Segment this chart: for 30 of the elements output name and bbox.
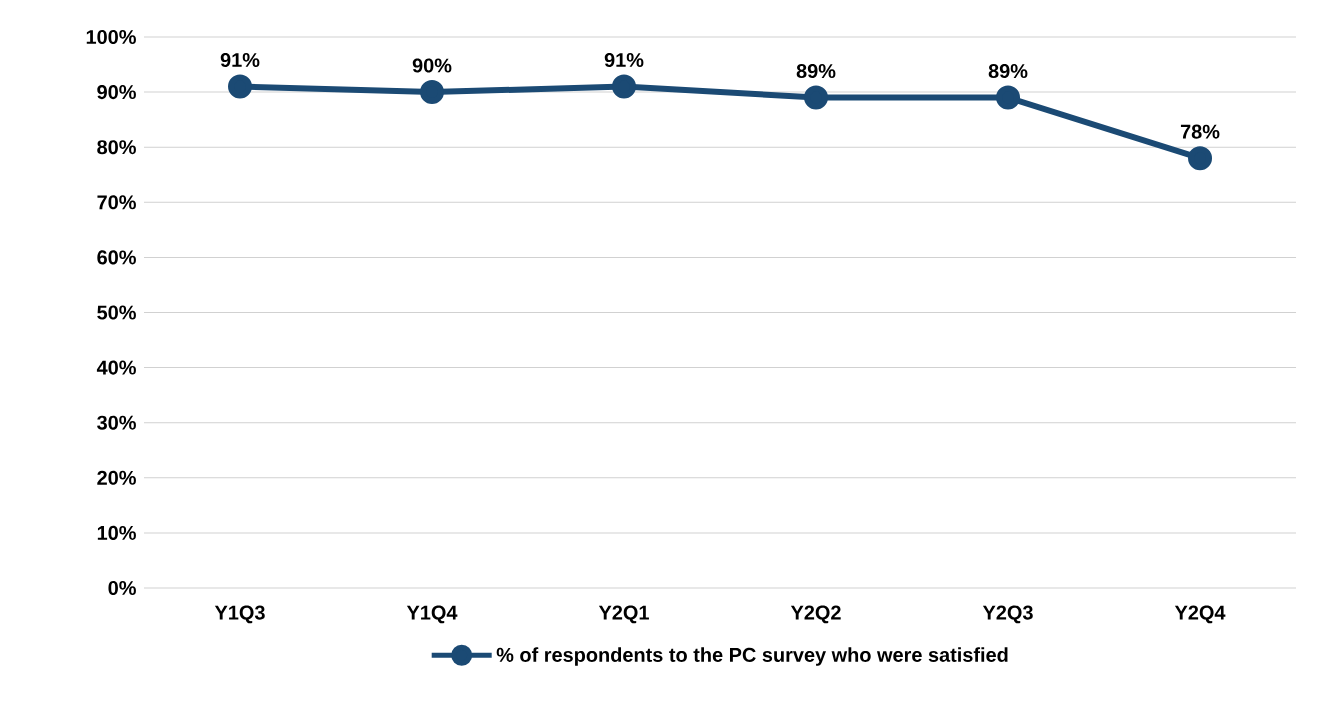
y-tick-label: 20% (97, 470, 136, 485)
y-tick-label: 100% (86, 29, 136, 45)
data-label: 78% (1180, 124, 1220, 139)
x-tick-label: Y2Q3 (982, 605, 1033, 624)
point (612, 74, 637, 99)
legend-label: % of respondents to the PC survey who were satisfied (496, 647, 1008, 666)
y-tick-label: 50% (97, 305, 136, 320)
x-tick-label: Y1Q3 (214, 605, 265, 624)
y-tick-label: 70% (97, 195, 136, 210)
data-label: 91% (604, 52, 644, 68)
point (1188, 146, 1213, 171)
data-label: 91% (220, 52, 260, 68)
point (228, 74, 253, 99)
y-tick-label: 60% (97, 250, 136, 265)
y-tick-label: 10% (97, 525, 136, 540)
x-tick-label: Y1Q4 (406, 605, 458, 624)
y-tick-label: 80% (97, 140, 136, 155)
y-tick-label: 30% (97, 415, 136, 430)
data-label: 89% (796, 63, 836, 79)
x-tick-label: Y2Q2 (790, 605, 841, 624)
y-tick-label: 40% (96, 360, 136, 375)
point (804, 85, 829, 110)
data-label: 90% (412, 58, 452, 73)
x-tick-label: Y2Q1 (598, 605, 649, 624)
y-tick-label: 0% (108, 580, 136, 596)
y-tick-label: 90% (97, 85, 136, 100)
data-label: 89% (988, 63, 1028, 79)
point (420, 80, 445, 105)
point (996, 85, 1021, 110)
x-tick-label: Y2Q4 (1174, 605, 1226, 624)
